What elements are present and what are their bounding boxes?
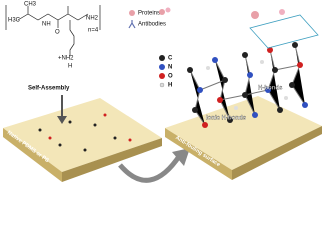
dots-red — [48, 113, 132, 142]
atom-label: O — [168, 74, 173, 80]
atom-label: N — [168, 65, 172, 71]
antibody-icon — [128, 20, 136, 29]
atom-h — [159, 82, 165, 88]
atom-o — [159, 73, 165, 79]
protein-icon — [129, 10, 135, 16]
chem-label: NH — [42, 22, 51, 28]
bond-label: H-bonds — [258, 86, 283, 92]
platform-front — [165, 128, 232, 180]
network-bonds — [189, 44, 306, 126]
chem-label: n=4 — [88, 28, 99, 34]
protein-icon — [159, 9, 165, 15]
legend-label: Proteins — [138, 11, 160, 17]
platform-top — [3, 98, 162, 172]
arrow-head — [57, 116, 67, 124]
transition-arrow-head — [172, 148, 190, 166]
chem-label: NH2 — [86, 16, 99, 22]
legend-label: Antibodies — [138, 22, 166, 28]
protein-icon — [251, 11, 259, 19]
protein-icon — [165, 7, 171, 13]
arrow-label: Self-Assembly — [28, 86, 70, 92]
dots — [38, 120, 117, 152]
chem-label: O — [55, 30, 60, 36]
network-atoms — [187, 42, 308, 128]
platform-top — [165, 96, 322, 170]
chemical-structure — [5, 5, 101, 56]
platform-side — [232, 126, 322, 180]
atom-label: C — [168, 56, 173, 62]
chem-label: CH3 — [24, 2, 37, 8]
chem-label: +NH2 — [58, 56, 74, 62]
chem-label: H — [68, 64, 72, 70]
transition-arrow — [118, 153, 183, 183]
atom-n — [159, 64, 165, 70]
atom-c — [159, 55, 165, 61]
platform-side — [62, 138, 162, 182]
figure: H3C CH3 NH O NH2 n=4 +NH2 H Proteins Ant… — [3, 2, 322, 183]
bonds — [5, 5, 101, 56]
repelled-antibody — [249, 14, 319, 49]
chem-label: H3C — [8, 18, 21, 24]
platform-front — [3, 128, 62, 182]
bond-label: Ionic H-bonds — [206, 116, 247, 122]
protein-icon — [279, 9, 285, 15]
atom-label: H — [168, 83, 172, 89]
